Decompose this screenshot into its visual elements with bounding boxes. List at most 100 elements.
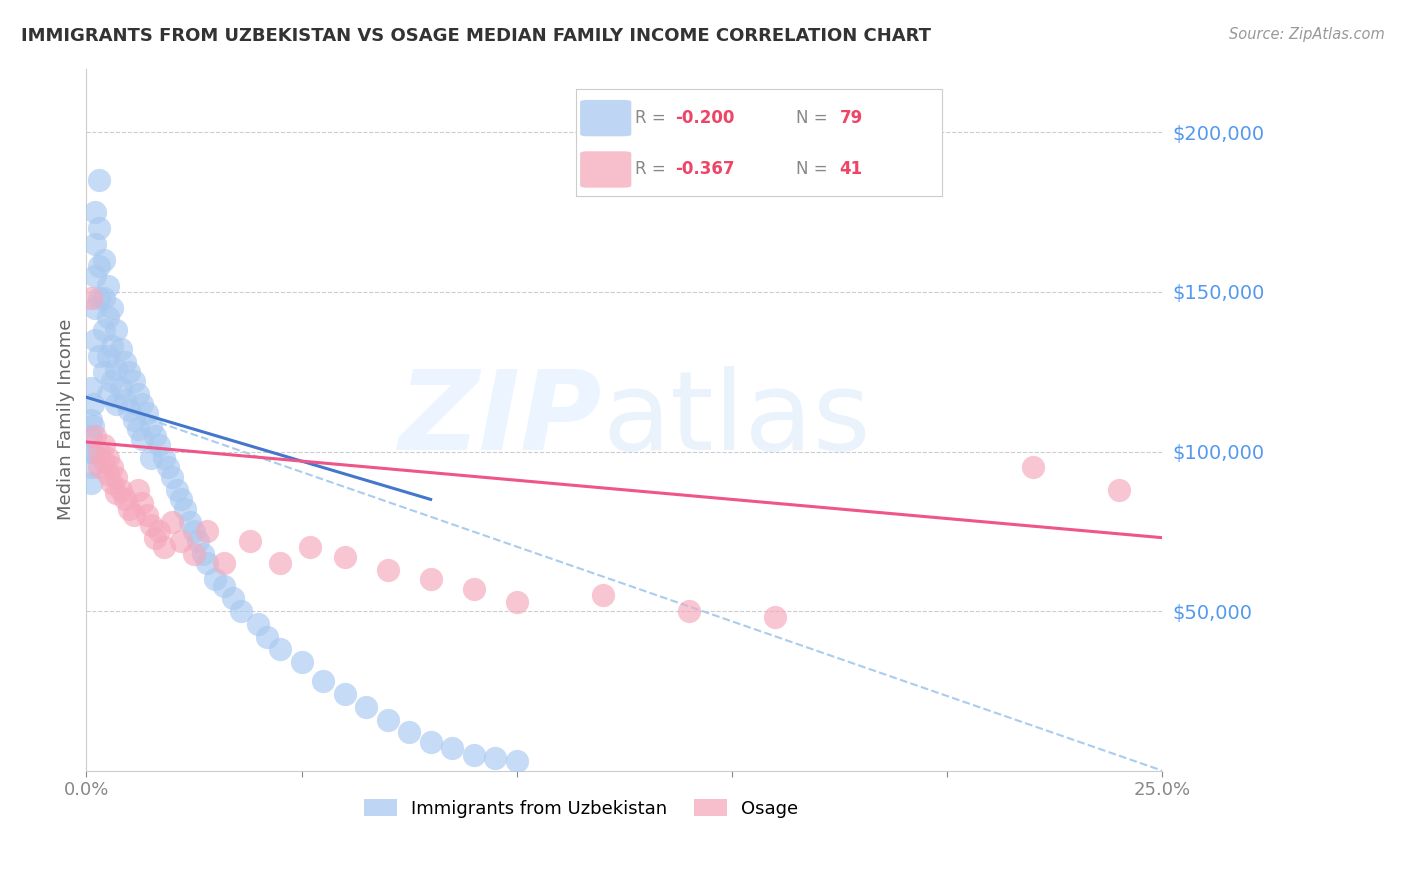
Point — [166, 483, 188, 497]
Point — [1108, 483, 1130, 497]
Point — [110, 381, 132, 395]
Point — [97, 349, 120, 363]
Point — [463, 582, 485, 596]
Point — [97, 450, 120, 465]
Point — [93, 323, 115, 337]
Point — [127, 422, 149, 436]
Point — [139, 450, 162, 465]
Point — [122, 412, 145, 426]
Text: atlas: atlas — [603, 366, 872, 473]
Point — [79, 412, 101, 426]
Text: N =: N = — [796, 161, 827, 178]
Point — [187, 533, 209, 548]
Point — [152, 541, 174, 555]
Point — [135, 508, 157, 523]
Point — [93, 253, 115, 268]
Point — [256, 630, 278, 644]
Point — [195, 556, 218, 570]
Point — [247, 616, 270, 631]
Point — [377, 713, 399, 727]
Text: 41: 41 — [839, 161, 863, 178]
Point — [122, 508, 145, 523]
Point — [763, 610, 786, 624]
Point — [212, 556, 235, 570]
Point — [127, 483, 149, 497]
Text: R =: R = — [636, 161, 665, 178]
Point — [157, 460, 180, 475]
Point — [221, 591, 243, 606]
Point — [333, 549, 356, 564]
Point — [143, 428, 166, 442]
Point — [93, 365, 115, 379]
Point — [678, 604, 700, 618]
Point — [131, 495, 153, 509]
Point — [82, 419, 104, 434]
Point — [162, 515, 184, 529]
Point — [93, 454, 115, 468]
Point — [419, 572, 441, 586]
Point — [506, 754, 529, 768]
Point — [148, 438, 170, 452]
Point — [89, 291, 111, 305]
Point — [114, 492, 136, 507]
Point — [398, 725, 420, 739]
Text: -0.200: -0.200 — [675, 109, 734, 127]
Point — [89, 444, 111, 458]
Point — [127, 387, 149, 401]
Point — [312, 674, 335, 689]
Point — [114, 355, 136, 369]
Point — [152, 450, 174, 465]
Point — [105, 470, 128, 484]
Point — [354, 699, 377, 714]
Point — [139, 517, 162, 532]
Point — [299, 541, 322, 555]
FancyBboxPatch shape — [581, 152, 631, 187]
Point — [110, 483, 132, 497]
Point — [231, 604, 253, 618]
Point — [122, 374, 145, 388]
Point — [83, 205, 105, 219]
Point — [82, 397, 104, 411]
Point — [135, 406, 157, 420]
Point — [97, 387, 120, 401]
Y-axis label: Median Family Income: Median Family Income — [58, 319, 75, 520]
Point — [101, 301, 124, 315]
Point — [131, 432, 153, 446]
Point — [101, 476, 124, 491]
Point — [105, 323, 128, 337]
Point — [83, 268, 105, 283]
Point — [110, 343, 132, 357]
Point — [79, 444, 101, 458]
Point — [105, 397, 128, 411]
Point — [93, 438, 115, 452]
Point — [118, 502, 141, 516]
Point — [170, 533, 193, 548]
Point — [174, 502, 197, 516]
Point — [131, 397, 153, 411]
Point — [269, 556, 291, 570]
Point — [79, 291, 101, 305]
Point — [290, 655, 312, 669]
Point — [83, 301, 105, 315]
Point — [79, 460, 101, 475]
Point — [89, 460, 111, 475]
Point — [89, 349, 111, 363]
Point — [101, 339, 124, 353]
Point — [79, 428, 101, 442]
Point — [506, 594, 529, 608]
Point — [93, 291, 115, 305]
Point — [105, 486, 128, 500]
Point — [183, 547, 205, 561]
Text: Source: ZipAtlas.com: Source: ZipAtlas.com — [1229, 27, 1385, 42]
Point — [89, 260, 111, 274]
Point — [195, 524, 218, 539]
Point — [239, 533, 262, 548]
Point — [97, 278, 120, 293]
Point — [441, 741, 464, 756]
Point — [97, 467, 120, 481]
Point — [419, 735, 441, 749]
Point — [170, 492, 193, 507]
Point — [89, 221, 111, 235]
Point — [82, 444, 104, 458]
Point — [83, 428, 105, 442]
